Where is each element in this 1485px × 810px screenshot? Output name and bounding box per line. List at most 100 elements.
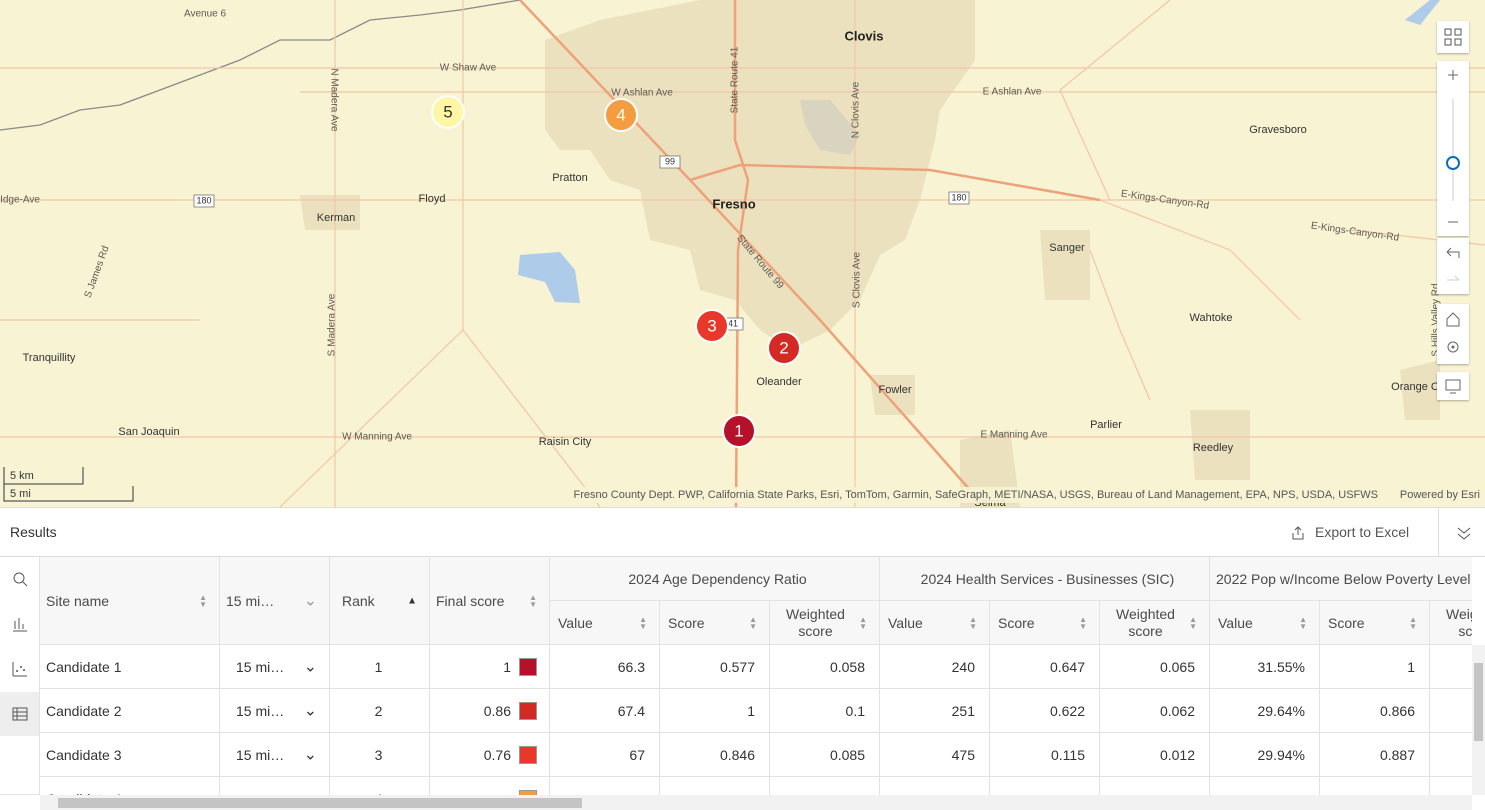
value-cell-text: 67 [629,746,645,763]
map-label: Floyd [419,193,446,205]
site-name-text: Candidate 1 [46,658,122,675]
sub-header[interactable]: Value ▲ ▼ [1210,601,1320,645]
buffer-select[interactable]: 15 mi… ⌄ [220,733,330,777]
column-header[interactable]: Site name ▲ ▼ [40,557,220,645]
marker-label: 2 [779,338,788,357]
value-cell [1210,777,1320,795]
tool-button[interactable] [0,647,39,691]
sort-icon[interactable]: ▲ ▼ [1189,614,1197,631]
score-swatch [519,701,537,720]
sort-icon[interactable]: ▲ ▼ [199,592,207,609]
column-header[interactable]: 15 mi… ⌄ [220,557,330,645]
sub-header[interactable]: Weighted score ▲▼ [1100,601,1210,645]
final-score-text: 0.76 [483,746,511,763]
sub-header[interactable]: Weighted score▲▼ [770,601,880,645]
sort-icon[interactable]: ▲ ▼ [1409,614,1417,631]
marker-circle [767,331,801,365]
collapse-button[interactable] [1456,525,1472,541]
marker-circle [722,414,756,448]
sort-icon[interactable]: ▲ ▼ [749,614,757,631]
value-cell-text: 0.012 [1159,746,1195,763]
sort-icon[interactable]: ▲ [407,595,417,606]
site-marker[interactable]: 3 [695,309,729,343]
group-header-text: 2024 Health Services - Businesses (SIC) [920,570,1175,587]
tool-button[interactable] [0,557,39,601]
sub-header[interactable]: Score ▲ ▼ [990,601,1100,645]
sub-header[interactable]: Value ▲ ▼ [550,601,660,645]
export-button[interactable]: Export to Excel [1315,524,1410,540]
column-header[interactable]: Rank ▲ [330,557,430,645]
dropdown-icon: ⌄ [303,746,317,763]
column-header[interactable]: Final score ▲ ▼ [430,557,550,645]
sub-header-text: Weighted score [1116,605,1175,639]
final-score-text: 0.86 [483,702,511,719]
site-name: Candidate 3 [40,733,220,777]
map-label: N Madera Ave [328,68,339,132]
divider [1438,508,1439,557]
map-label: E Ashlan Ave [983,87,1042,98]
tool-button[interactable] [0,692,39,736]
buffer-select[interactable]: 15 mi… ⌄ [220,689,330,733]
vertical-scrollbar[interactable] [1472,645,1485,795]
horizontal-scrollbar[interactable] [40,795,1472,810]
buffer-select[interactable]: 15 mi… ⌄ [220,645,330,689]
value-cell [1430,645,1472,689]
scroll-thumb[interactable] [58,798,582,808]
zoom-slider[interactable] [1437,61,1469,236]
dropdown-icon: ⌄ [303,658,317,675]
site-marker[interactable]: 2 [767,331,801,365]
sub-header[interactable]: Value ▲ ▼ [880,601,990,645]
column-header-text: Rank [342,592,375,609]
map-label: Gravesboro [1249,124,1306,136]
sub-header-text: Score [998,614,1035,631]
results-title: Results [10,524,57,540]
sort-icon[interactable]: ▲ ▼ [859,614,867,631]
buffer-select[interactable] [220,777,330,795]
sort-icon[interactable]: ▲ ▼ [1079,614,1087,631]
site-marker[interactable]: 1 [722,414,756,448]
river [0,0,521,131]
site-marker[interactable]: 4 [604,98,638,132]
export-icon [1292,526,1304,540]
map-markers: 1 2 3 4 5 [431,95,801,448]
tool-button[interactable] [0,602,39,646]
airport [800,100,860,155]
fowler-area [870,375,915,415]
site-name-text: Candidate 3 [46,746,122,763]
marker-circle [431,95,465,129]
value-cell: 29.94% [1210,733,1320,777]
sort-icon[interactable]: ▲ ▼ [1299,614,1307,631]
scroll-thumb[interactable] [1474,663,1483,741]
value-cell-text: 240 [951,658,975,675]
undo-redo[interactable] [1437,238,1469,294]
sort-icon[interactable]: ▲ ▼ [529,592,537,609]
marker-label: 3 [707,316,716,335]
powered-by[interactable]: Powered by Esri [1400,489,1480,501]
value-cell: 0.622 [990,689,1100,733]
marker-label: 4 [616,105,625,124]
rank-text: 2 [374,702,383,719]
map[interactable]: Avenue 6 W Shaw Ave W Ashlan Ave Clovis E As… [0,0,1485,507]
sort-icon[interactable]: ▲ ▼ [969,614,977,631]
icon [1446,312,1460,353]
sub-header[interactable]: Weighted score▲▼ [1430,601,1472,645]
group-header: 2024 Health Services - Businesses (SIC) [880,557,1210,601]
value-cell-text: 0.866 [1379,702,1415,719]
column-header-text: 15 mi… [226,592,275,609]
fullscreen-button[interactable] [1437,372,1469,400]
value-cell: 67 [550,733,660,777]
value-cell: 1 [1320,645,1430,689]
map-label: E Manning Ave [980,430,1048,441]
site-marker[interactable]: 5 [431,95,465,129]
basemap-gallery-button[interactable] [1437,21,1469,53]
sub-header[interactable]: Score ▲ ▼ [660,601,770,645]
sub-header[interactable]: Score ▲ ▼ [1320,601,1430,645]
icon [1446,70,1460,223]
results-header: Results Export to Excel [0,507,1485,557]
value-cell-text: 0.887 [1379,746,1415,763]
home-locate[interactable] [1437,304,1469,364]
site-name-text: Candidate 2 [46,702,122,719]
route-shield-label: 99 [665,156,675,166]
sort-icon[interactable]: ▲ ▼ [639,614,647,631]
group-header-text: 2024 Age Dependency Ratio [628,570,807,587]
